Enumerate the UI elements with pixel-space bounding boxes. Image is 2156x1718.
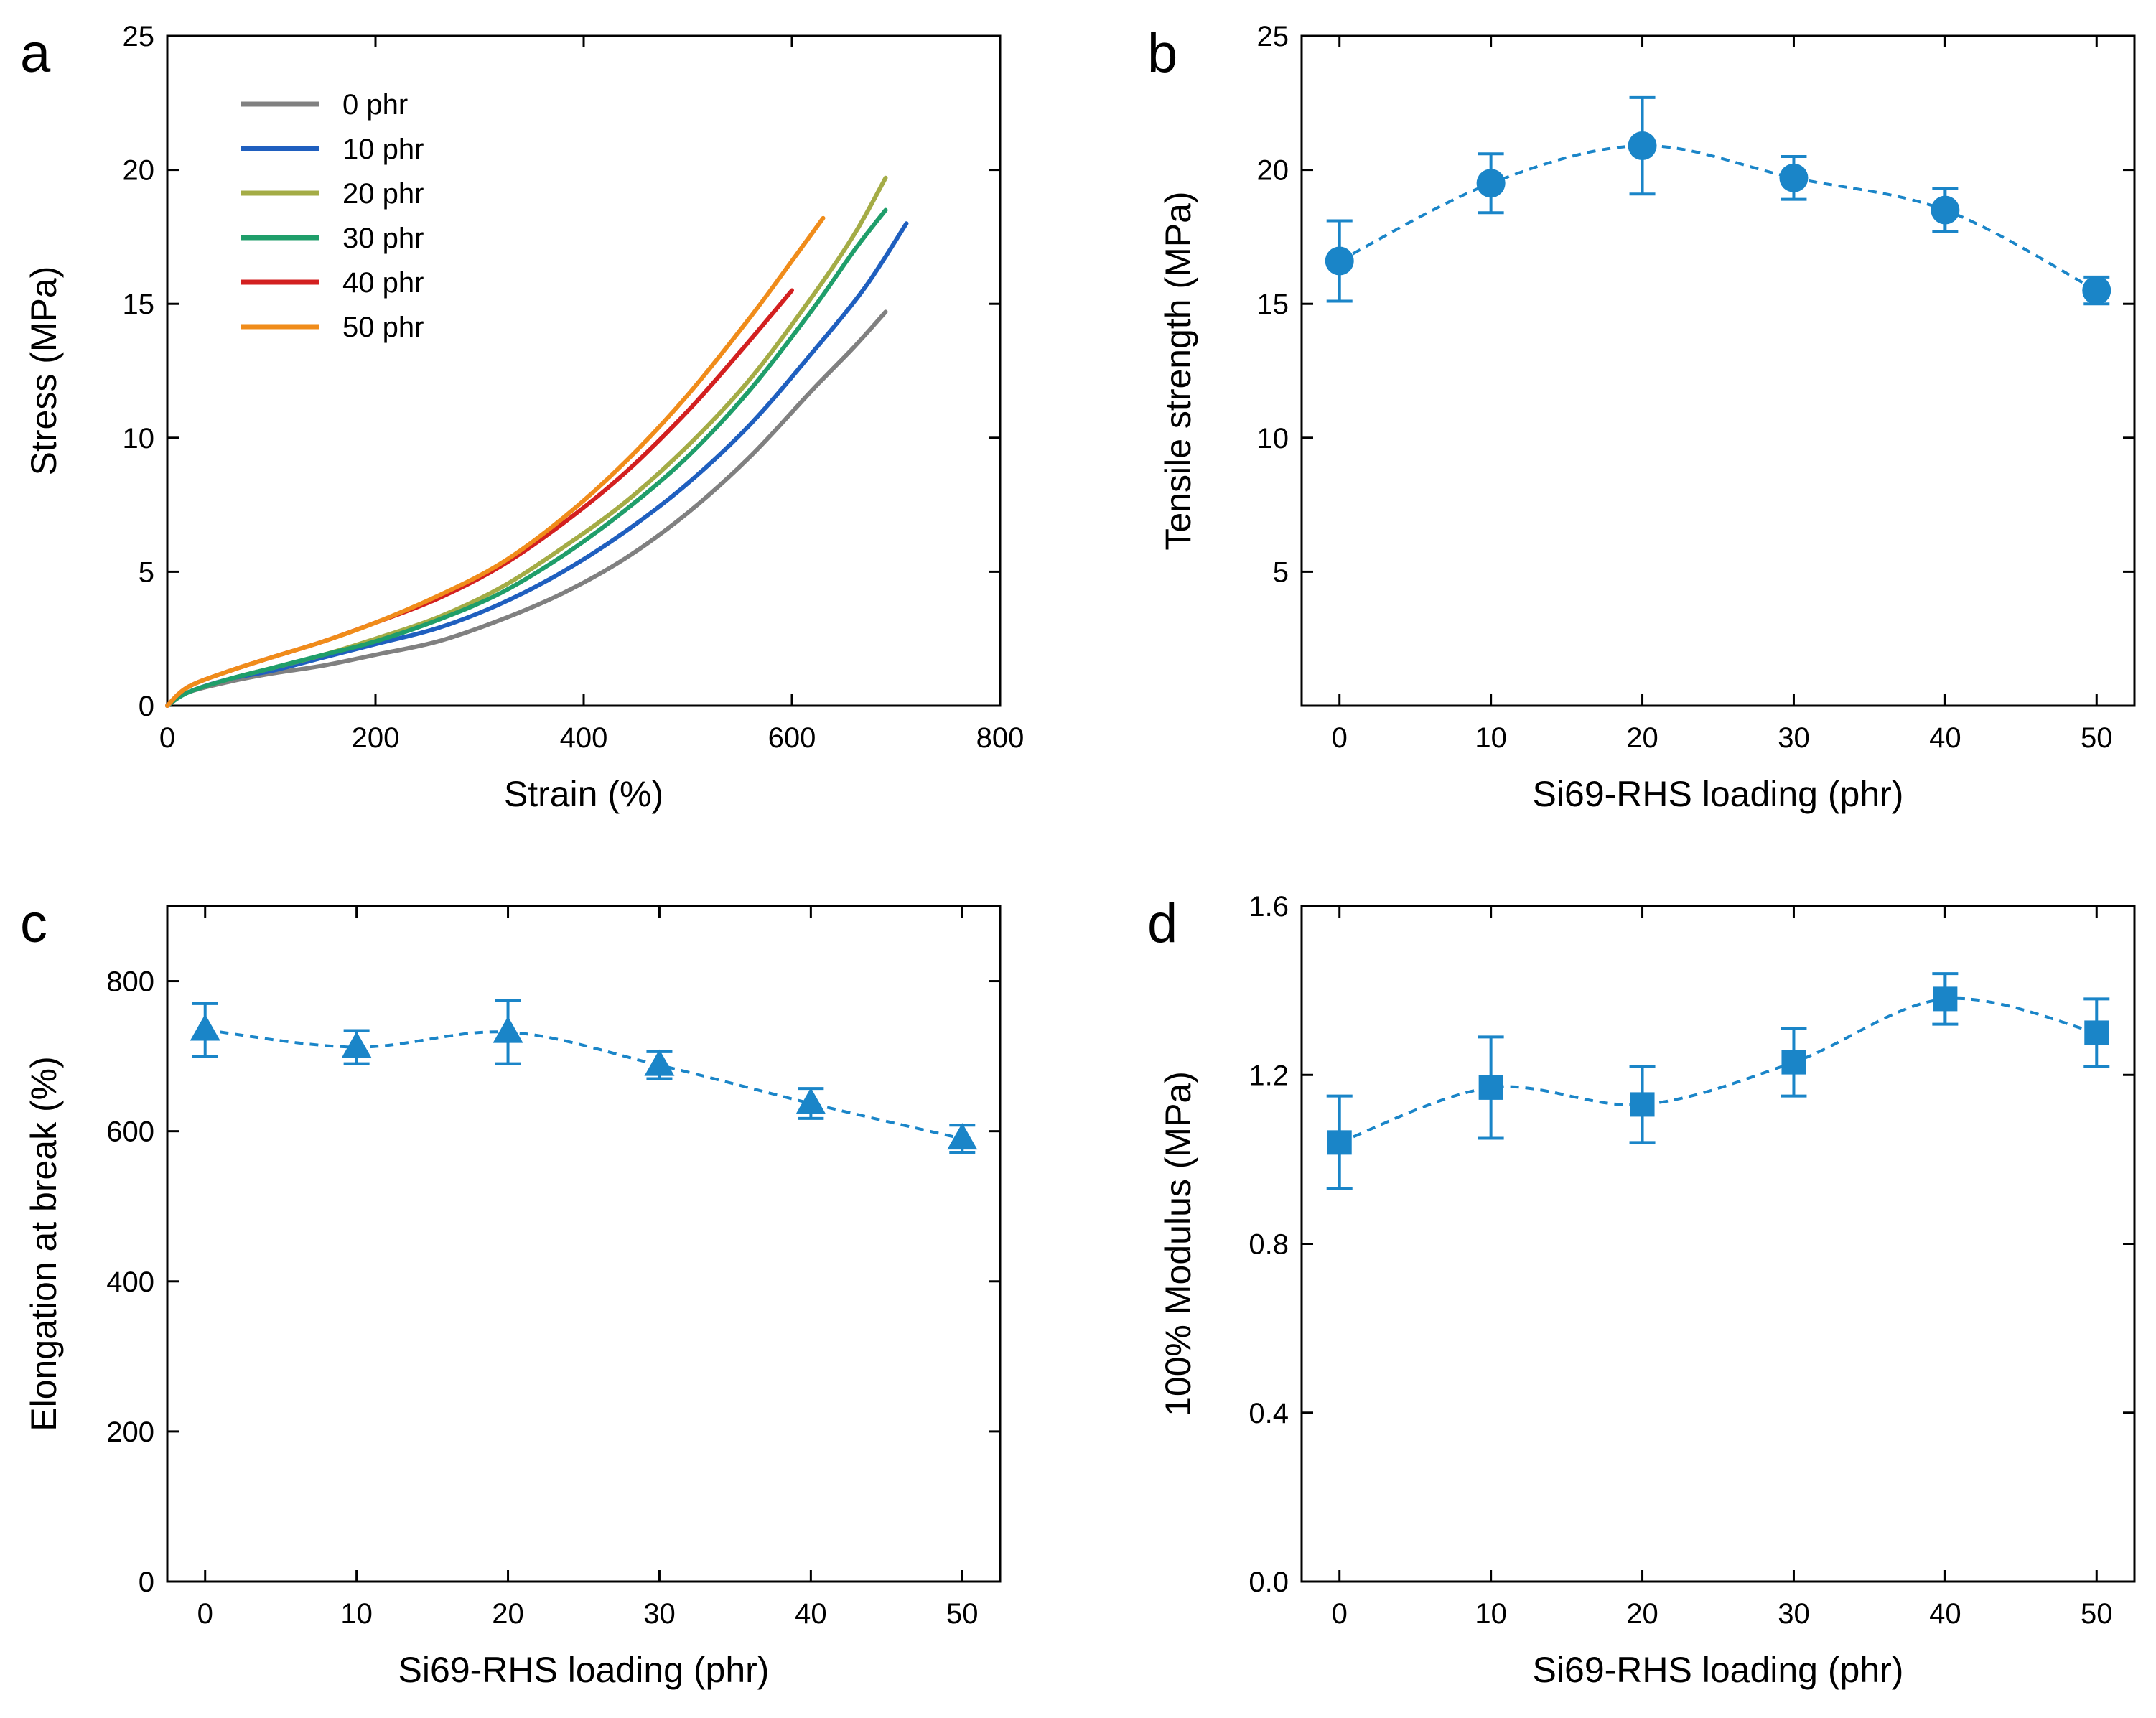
panel-a-x-tick-label: 400 (560, 722, 608, 754)
panel-a-y-tick-label: 25 (123, 21, 155, 52)
panel-d-data-point (1478, 1075, 1503, 1100)
series-line-10-phr (165, 221, 909, 708)
panel-c-data-point (947, 1123, 978, 1150)
panel-d-y-tick-label: 1.2 (1249, 1060, 1289, 1091)
legend-label-50-phr: 50 phr (342, 312, 424, 343)
panel-a-x-tick-label: 600 (768, 722, 816, 754)
panel-c-y-tick-label: 600 (106, 1116, 154, 1148)
panel-c-y-tick-label: 400 (106, 1266, 154, 1298)
panel-a-x-tick-label: 0 (159, 722, 175, 754)
panel-d-modulus-chart: 0 10 20 30 40 50 0.0 0.4 0.8 1.2 1.6 Si69-RHS loadi… (1158, 891, 2136, 1690)
panel-b-plot-frame (1300, 34, 2136, 707)
legend-label-20-phr: 20 phr (342, 178, 424, 210)
panel-d-x-axis-title: Si69-RHS loading (phr) (1533, 1650, 1904, 1690)
panel-b-x-tick-label: 20 (1626, 722, 1658, 754)
panel-b-x-tick-label: 0 (1332, 722, 1348, 754)
panel-d-data-point (2084, 1020, 2109, 1045)
panel-b-x-tick-label: 40 (1929, 722, 1961, 754)
panel-c-data-point (795, 1087, 826, 1114)
series-line-30-phr (165, 207, 888, 708)
panel-d-data-point (1781, 1050, 1806, 1075)
legend-label-0-phr: 0 phr (342, 89, 408, 121)
panel-b-x-tick-label: 30 (1778, 722, 1810, 754)
panel-c-x-tick-label: 20 (492, 1598, 524, 1630)
panel-b-y-tick-label: 25 (1257, 21, 1289, 52)
panel-b-fit-line (1338, 144, 2098, 292)
panel-a-x-tick-label: 800 (976, 722, 1025, 754)
panel-letter-d: d (1147, 893, 1177, 954)
panel-d-x-tick-label: 0 (1332, 1598, 1348, 1630)
panel-a-y-tick-label: 10 (123, 423, 155, 454)
panel-d-y-tick-label: 0.0 (1249, 1567, 1289, 1598)
panel-b-x-tick-label: 10 (1475, 722, 1507, 754)
legend-label-30-phr: 30 phr (342, 223, 424, 254)
panel-a-y-tick-label: 0 (139, 691, 154, 722)
panel-d-x-tick-label: 40 (1929, 1598, 1961, 1630)
panel-b-x-axis-title: Si69-RHS loading (phr) (1533, 774, 1904, 814)
panel-b-data-point (1476, 169, 1506, 198)
panel-d-y-tick-label: 0.4 (1249, 1398, 1289, 1429)
panel-a-x-tick-label: 200 (352, 722, 400, 754)
panel-c-x-axis-title: Si69-RHS loading (phr) (398, 1650, 770, 1690)
panel-c-y-tick-label: 0 (139, 1567, 154, 1598)
panel-c-y-tick-label: 800 (106, 966, 154, 998)
panel-a-y-tick-label: 15 (123, 289, 155, 320)
panel-c-elongation-chart: 0 10 20 30 40 50 0 200 400 600 800 Si69-RHS loading… (24, 905, 1002, 1690)
panel-a-y-tick-label: 5 (139, 556, 154, 588)
legend-label-40-phr: 40 phr (342, 267, 424, 299)
panel-c-data-point (341, 1031, 372, 1058)
panel-b-data-point (2082, 276, 2111, 305)
panel-a-stress-strain-chart: 0 200 400 600 800 0 5 10 15 20 25 Strain (%) Stress … (24, 21, 1024, 814)
panel-c-plot-frame (166, 905, 1002, 1583)
panel-b-x-tick-label: 50 (2081, 722, 2113, 754)
panel-b-y-tick-label: 10 (1257, 423, 1289, 454)
panel-a-x-axis-title: Strain (%) (504, 774, 663, 814)
panel-b-tensile-strength-chart: 0 10 20 30 40 50 5 10 15 20 25 Si69-RHS loading (ph… (1158, 21, 2136, 814)
panel-d-data-point (1327, 1130, 1352, 1155)
panel-a-y-tick-label: 20 (123, 155, 155, 187)
panel-b-y-tick-label: 5 (1273, 556, 1289, 588)
panel-letter-a: a (20, 23, 51, 84)
panel-c-x-tick-label: 40 (795, 1598, 827, 1630)
panel-b-y-tick-label: 15 (1257, 289, 1289, 320)
panel-c-x-tick-label: 30 (643, 1598, 676, 1630)
panel-c-data-point (644, 1049, 675, 1076)
panel-letter-b: b (1147, 23, 1177, 84)
panel-b-data-point (1628, 131, 1657, 161)
panel-c-x-tick-label: 10 (340, 1598, 373, 1630)
panel-d-x-tick-label: 50 (2081, 1598, 2113, 1630)
series-line-40-phr (165, 288, 794, 708)
series-line-50-phr (165, 215, 826, 708)
panel-b-data-point (1325, 246, 1354, 276)
panel-d-plot-frame (1300, 905, 2136, 1583)
panel-b-y-tick-label: 20 (1257, 155, 1289, 187)
panel-b-data-point (1931, 195, 1960, 225)
panel-d-x-tick-label: 10 (1475, 1598, 1507, 1630)
series-line-0-phr (165, 309, 888, 708)
panel-d-y-axis-title: 100% Modulus (MPa) (1158, 1071, 1198, 1416)
panel-d-data-point (1630, 1092, 1655, 1117)
panel-c-y-tick-label: 200 (106, 1416, 154, 1448)
panel-letter-c: c (20, 893, 47, 954)
series-line-20-phr (165, 175, 888, 708)
panel-c-data-point (190, 1014, 220, 1041)
legend-label-10-phr: 10 phr (342, 134, 424, 165)
panel-d-x-tick-label: 30 (1778, 1598, 1810, 1630)
panel-d-y-tick-label: 1.6 (1249, 891, 1289, 923)
panel-d-data-point (1933, 986, 1958, 1012)
panel-a-plot-frame (166, 34, 1002, 707)
panel-d-fit-line (1339, 996, 2097, 1144)
panel-c-x-tick-label: 0 (197, 1598, 213, 1630)
panel-d-x-tick-label: 20 (1626, 1598, 1658, 1630)
panel-c-y-axis-title: Elongation at break (%) (24, 1056, 64, 1432)
panel-c-fit-line (205, 1028, 963, 1141)
panel-a-y-axis-title: Stress (MPa) (24, 266, 64, 476)
panel-b-data-point (1779, 163, 1809, 192)
panel-c-x-tick-label: 50 (946, 1598, 979, 1630)
panel-d-y-tick-label: 0.8 (1249, 1229, 1289, 1261)
panel-c-data-point (493, 1016, 523, 1043)
panel-b-y-axis-title: Tensile strength (MPa) (1158, 191, 1198, 550)
